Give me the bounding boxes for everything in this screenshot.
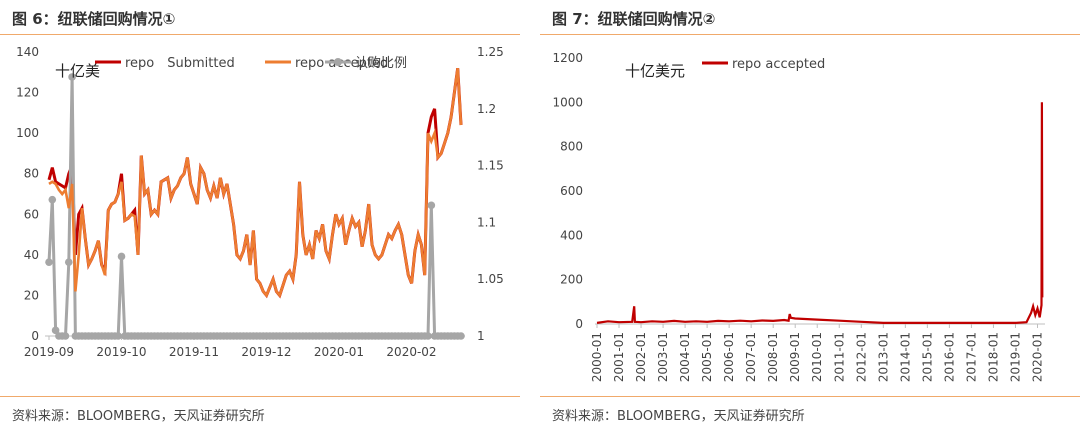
y-left-tick-label: 140 (16, 45, 39, 59)
right-figure: 图 7：纽联储回购情况② 0 200 400 600 800 1000 1200 2000-0… (540, 0, 1080, 431)
subscription-ratio-point (68, 73, 76, 81)
x-tick-label: 2013-01 (876, 332, 890, 382)
x-tick-label: 2007-01 (744, 332, 758, 382)
x-tick-label: 2002-01 (634, 332, 648, 382)
legend-label: repo Submitted (125, 56, 235, 71)
legend-label: repo accepted (732, 57, 825, 72)
y-right-tick-label: 1.15 (477, 159, 504, 173)
subscription-ratio-point (51, 326, 60, 335)
legend-label: 认购比例 (355, 55, 407, 71)
y-right-tick-label: 1.25 (477, 45, 504, 59)
y-left-tick-label: 0 (31, 329, 39, 343)
y-left-tick-label: 20 (24, 288, 39, 302)
x-tick-label: 2000-01 (590, 332, 604, 382)
left-repo-chart: 0 20 40 60 80 100 120 140 1 1.05 1.1 1.15 1.2 1.25 201… (16, 45, 504, 359)
x-tick-label: 2019-10 (96, 345, 146, 359)
x-tick-label: 2015-01 (920, 332, 934, 382)
right-source-rule (540, 396, 1080, 397)
subscription-ratio-point (457, 332, 465, 340)
subscription-ratio-point (48, 195, 57, 204)
y-right-tick-label: 1.1 (477, 215, 496, 229)
left-figure-title: 图 6：纽联储回购情况① (12, 10, 176, 28)
x-tick-label: 2019-01 (1008, 332, 1022, 382)
right-figure-title: 图 7：纽联储回购情况② (552, 10, 716, 28)
y-tick-label: 0 (575, 317, 583, 331)
x-tick-label: 2009-01 (788, 332, 802, 382)
y-left-tick-label: 40 (24, 248, 39, 262)
x-tick-label: 2014-01 (898, 332, 912, 382)
x-tick-label: 2008-01 (766, 332, 780, 382)
legend-marker (334, 58, 342, 66)
y-left-tick-label: 60 (24, 207, 39, 221)
right-source-note: 资料来源：BLOOMBERG，天风证券研究所 (552, 409, 805, 424)
x-tick-label: 2020-01 (1030, 332, 1044, 382)
y-tick-label: 400 (560, 228, 583, 242)
left-unit-note: 十亿美 (55, 62, 100, 80)
series-repo-accepted-line (48, 68, 463, 299)
y-tick-label: 1000 (552, 95, 583, 109)
series-repo-accepted-line (596, 102, 1044, 324)
y-left-tick-label: 120 (16, 86, 39, 100)
subscription-ratio-point (117, 252, 126, 261)
x-tick-label: 2020-01 (314, 345, 364, 359)
left-source-note: 资料来源：BLOOMBERG，天风证券研究所 (12, 409, 265, 424)
subscription-ratio-point (424, 332, 432, 340)
subscription-ratio-point (114, 332, 123, 340)
y-tick-label: 1200 (552, 51, 583, 65)
y-tick-label: 800 (560, 140, 583, 154)
x-tick-label: 2005-01 (700, 332, 714, 382)
y-tick-label: 200 (560, 273, 583, 287)
subscription-ratio-point (64, 258, 73, 266)
x-tick-label: 2006-01 (722, 332, 736, 382)
x-tick-label: 2019-11 (169, 345, 219, 359)
y-right-tick-label: 1 (477, 329, 485, 343)
subscription-ratio-point (61, 332, 70, 340)
y-left-tick-label: 80 (24, 167, 39, 181)
x-tick-label: 2019-09 (24, 345, 74, 359)
subscription-ratio-point (45, 258, 53, 266)
x-tick-label: 2016-01 (942, 332, 956, 382)
x-tick-label: 2017-01 (964, 332, 978, 382)
x-tick-label: 2003-01 (656, 332, 670, 382)
x-tick-label: 2010-01 (810, 332, 824, 382)
x-tick-label: 2018-01 (986, 332, 1000, 382)
x-tick-label: 2004-01 (678, 332, 692, 382)
y-right-tick-label: 1.2 (477, 102, 496, 116)
x-tick-label: 2011-01 (832, 332, 846, 382)
left-title-rule (0, 34, 520, 35)
y-right-tick-label: 1.05 (477, 272, 504, 286)
y-left-tick-label: 100 (16, 126, 39, 140)
right-title-rule (540, 34, 1080, 35)
left-figure: 图 6：纽联储回购情况① 0 20 40 60 80 100 120 140 1 1.05 1.1 1… (0, 0, 520, 431)
right-repo-chart: 0 200 400 600 800 1000 1200 2000-01 2001-01 2002-… (552, 51, 1045, 382)
subscription-ratio-point (427, 201, 436, 210)
x-tick-label: 2019-12 (241, 345, 291, 359)
x-tick-label: 2020-02 (386, 345, 436, 359)
x-tick-label: 2001-01 (612, 332, 626, 382)
left-source-rule (0, 396, 520, 397)
x-tick-label: 2012-01 (854, 332, 868, 382)
right-unit-note: 十亿美元 (625, 62, 685, 80)
y-tick-label: 600 (560, 184, 583, 198)
